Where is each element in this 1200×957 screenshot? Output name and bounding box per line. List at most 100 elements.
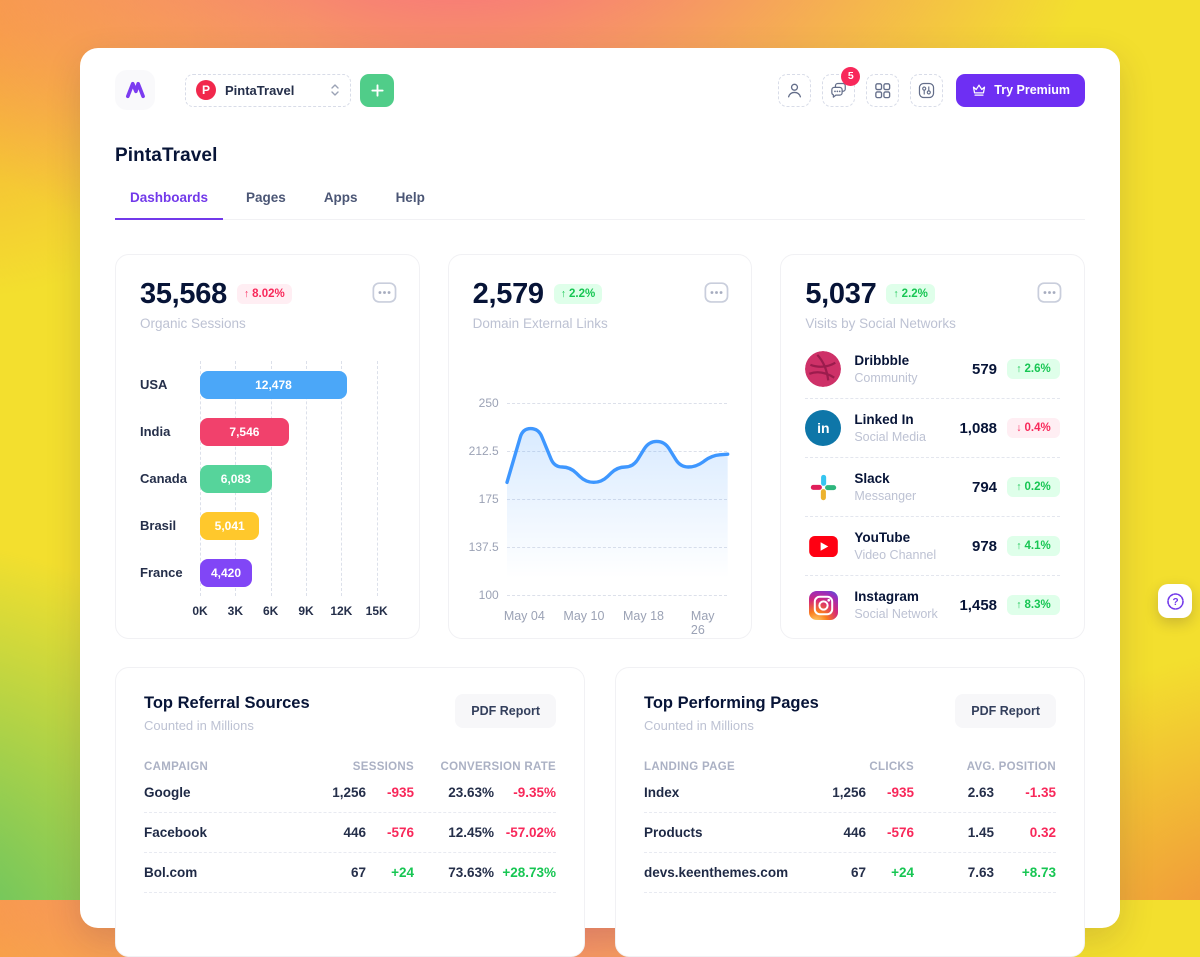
bar-india[interactable]: 7,546 [200,417,289,446]
bar-usa[interactable]: 12,478 [200,370,347,399]
bar-brasil[interactable]: 5,041 [200,511,260,540]
more-options-button[interactable] [372,281,397,304]
bar-row: France 4,420 [140,549,395,596]
slack-icon [805,469,841,505]
social-category: Messanger [854,489,917,503]
youtube-icon [805,528,841,564]
cell-value: 1,256 [332,785,366,800]
bar-track: 12,478 [200,370,377,399]
bar-chart-x-axis: 0K 3K 6K 9K 12K 15K [192,604,387,622]
card-title: Top Performing Pages [644,694,819,712]
cell-delta: +24 [391,865,414,880]
workspace-selector[interactable]: P PintaTravel [185,73,351,107]
help-button[interactable]: ? [1158,584,1192,618]
card-subtitle: Counted in Millions [644,718,754,733]
try-premium-button[interactable]: Try Premium [956,73,1085,107]
delta-value: 2.2% [569,288,596,300]
cell-delta: +24 [891,865,914,880]
tab-help[interactable]: Help [395,190,425,205]
cell-value: 446 [843,825,866,840]
top-referral-sources-card: Top Referral Sources Counted in Millions… [115,667,585,957]
chevron-updown-icon [331,84,339,96]
delta-badge: ↑ 0.2% [1007,477,1061,497]
cell-delta: -1.35 [1025,785,1056,800]
app-logo[interactable] [115,70,155,110]
pdf-report-button[interactable]: PDF Report [955,694,1056,728]
bar-france[interactable]: 4,420 [200,558,253,587]
instagram-icon [805,587,841,623]
axis-tick-label: 12K [330,604,353,618]
notification-badge: 5 [841,66,861,86]
axis-tick-label: May 26 [690,609,715,637]
settings-button[interactable] [910,73,944,107]
cell-value: 2.63 [967,785,994,800]
bar-track: 7,546 [200,417,377,446]
cell-delta: -57.02% [505,825,556,840]
trend-up-icon: ↑ [1016,363,1022,375]
axis-tick-label: May 18 [622,609,664,623]
bar-track: 4,420 [200,558,377,587]
cell-delta: -935 [886,785,914,800]
axis-tick-label: May 10 [563,609,605,623]
social-value: 579 [971,360,998,378]
social-value: 1,088 [959,419,998,437]
delta-badge: ↑ 8.02% [236,284,292,304]
axis-tick-label: 100 [478,588,499,602]
social-networks-list: Dribbble Community 579 ↑ 2.6% in Linked In Soci… [805,340,1061,634]
axis-tick-label: 3K [227,604,243,618]
external-links-label: Domain External Links [472,316,608,331]
bar-value-label: 6,083 [220,471,251,486]
table-row: Facebook 446 -576 12.45% -57.02% [144,813,556,853]
delta-value: 2.6% [1024,363,1051,375]
sessions-bar-chart: USA 12,478 India 7,546 Canada 6,083 Brasil 5,04… [140,361,395,622]
chat-icon [831,82,847,98]
axis-tick-label: 0K [192,604,208,618]
bar-row: Brasil 5,041 [140,502,395,549]
column-header: SESSIONS [352,761,414,773]
tab-apps[interactable]: Apps [323,190,358,205]
user-button[interactable] [778,73,812,107]
social-category: Social Media [854,430,926,444]
more-options-button[interactable] [704,281,729,304]
line-chart-y-axis: 250 212.5 175 137.5 100 [469,396,507,602]
sliders-icon [919,82,935,98]
bar-category-label: Brasil [140,518,177,533]
line-chart-svg [507,403,728,595]
bar-row: Canada 6,083 [140,455,395,502]
table-body: Google 1,256 -935 23.63% -9.35% Facebook 446 -5… [144,773,556,893]
tab-pages[interactable]: Pages [246,190,286,205]
pdf-report-button[interactable]: PDF Report [455,694,556,728]
tab-dashboards[interactable]: Dashboards [115,190,224,220]
table-row: Index 1,256 -935 2.63 -1.35 [644,773,1056,813]
social-texts: Linked In Social Media [854,412,955,444]
cell-delta: +28.73% [502,865,556,880]
tabs: Dashboards Pages Apps Help [115,190,1085,220]
bar-row: India 7,546 [140,408,395,455]
column-header: CONVERSION RATE [440,761,556,773]
delta-value: 0.4% [1024,422,1051,434]
ellipsis-icon [704,282,729,303]
bar-category-label: India [140,424,171,439]
column-header: LANDING PAGE [644,761,735,773]
table-row: Products 446 -576 1.45 0.32 [644,813,1056,853]
row-name: Bol.com [144,865,198,880]
social-visits-value: 5,037 [805,278,877,310]
delta-badge: ↓ 0.4% [1007,418,1061,438]
table-cell: 12.45% -57.02% [414,825,556,840]
axis-tick-label: 137.5 [468,540,499,554]
trend-down-icon: ↓ [1016,422,1022,434]
apps-grid-button[interactable] [866,73,900,107]
add-button[interactable] [360,73,394,107]
social-row: Instagram Social Network 1,458 ↑ 8.3% [805,576,1061,634]
bar-category-label: France [140,565,183,580]
trend-up-icon: ↑ [1016,599,1022,611]
more-options-button[interactable] [1037,281,1062,304]
bar-canada[interactable]: 6,083 [200,464,272,493]
cell-value: 12.45% [448,825,494,840]
table-cell: 67 +24 [304,865,414,880]
chat-button[interactable]: 5 [822,66,861,107]
main-window: P PintaTravel 5 Try Premium PintaTravel … [80,48,1120,957]
table-row: Bol.com 67 +24 73.63% +28.73% [144,853,556,893]
cell-value: 67 [850,865,866,880]
